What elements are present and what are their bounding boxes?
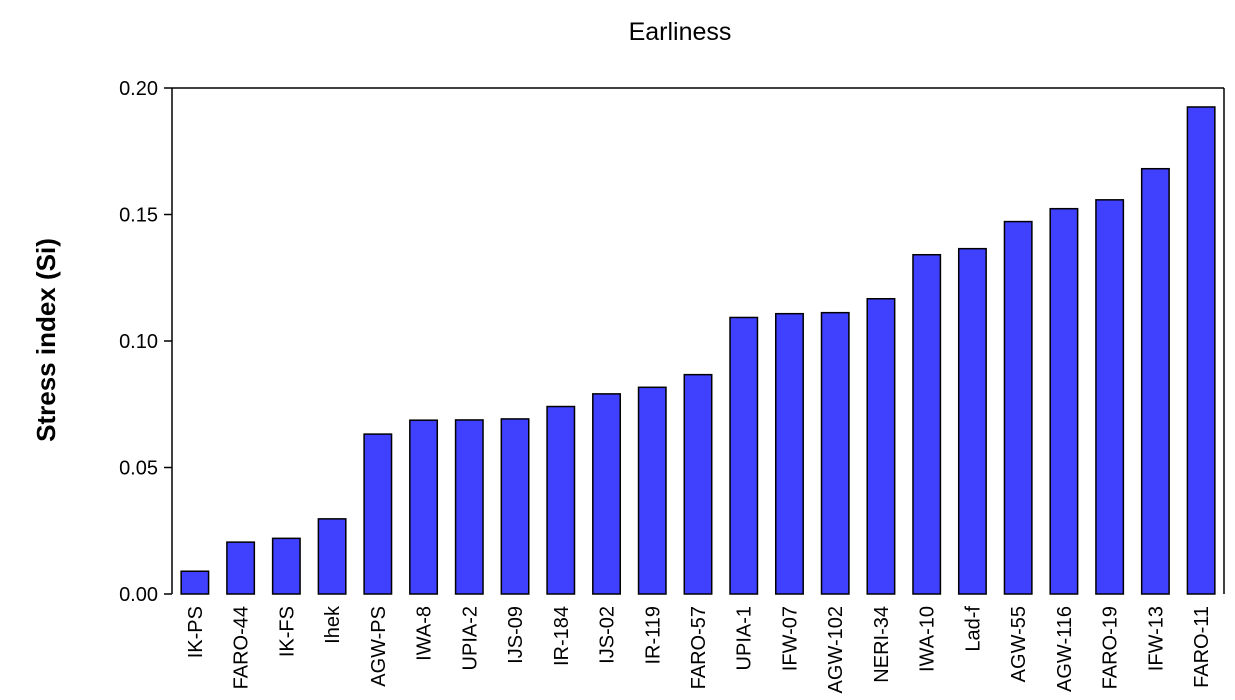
- x-tick-label: IR-119: [642, 606, 664, 665]
- bar-neri-34: [867, 299, 894, 594]
- bar-iwa-10: [913, 255, 940, 594]
- x-tick-label: Lad-f: [962, 606, 984, 652]
- y-tick-label: 0.10: [119, 331, 158, 353]
- plot-area: IK-PS FARO-44 IK-FS Ihek AGW-PS IWA-8 UPIA-2 IJ…: [119, 78, 1224, 693]
- bar-faro-57: [684, 375, 711, 594]
- x-tick-label: IWA-8: [414, 606, 436, 661]
- x-tick-label: IR-184: [551, 606, 573, 666]
- x-tick-label: IK-FS: [276, 606, 298, 657]
- y-tick-label: 0.20: [119, 78, 158, 100]
- x-tick-label: IJS-09: [505, 606, 527, 664]
- x-tick-label: FARO-57: [688, 606, 710, 689]
- x-tick-label: AGW-102: [825, 606, 847, 693]
- x-tick-label: IWA-10: [917, 606, 939, 672]
- x-tick-label: IFW-13: [1145, 606, 1167, 671]
- bar-ik-ps: [181, 571, 208, 594]
- x-tick-label: IJS-02: [597, 606, 619, 664]
- bar-ifw-13: [1142, 169, 1169, 594]
- bar-ijs-02: [593, 394, 620, 594]
- bar-ik-fs: [273, 538, 300, 594]
- bar-agw-ps: [364, 434, 391, 594]
- x-tick-label: UPIA-2: [459, 606, 481, 670]
- x-tick-label: Ihek: [322, 605, 344, 644]
- bar-agw-116: [1050, 209, 1077, 594]
- x-tick-label: NERI-34: [871, 606, 893, 683]
- bar-ir-119: [639, 387, 666, 594]
- bar-ir-184: [547, 407, 574, 594]
- x-tick-label: AGW-116: [1054, 606, 1076, 692]
- bar-faro-11: [1187, 107, 1214, 594]
- x-tick-label: FARO-11: [1191, 606, 1213, 688]
- y-tick-label: 0.00: [119, 584, 158, 606]
- bar-iwa-8: [410, 420, 437, 594]
- x-tick-label: FARO-44: [231, 606, 253, 689]
- bar-faro-19: [1096, 200, 1123, 594]
- bar-faro-44: [227, 542, 254, 594]
- x-tick-label: FARO-19: [1100, 606, 1122, 689]
- bar-ifw-07: [776, 314, 803, 594]
- y-axis-label: Stress index (Si): [31, 238, 61, 442]
- bar-upia-1: [730, 317, 757, 594]
- x-tick-label: AGW-55: [1008, 606, 1030, 682]
- bar-ijs-09: [501, 419, 528, 594]
- x-tick-label: AGW-PS: [368, 606, 390, 687]
- y-tick-label: 0.05: [119, 458, 158, 480]
- x-tick-label: UPIA-1: [734, 606, 756, 670]
- bar-ihek: [318, 519, 345, 594]
- bar-agw-102: [822, 313, 849, 594]
- bar-upia-2: [456, 420, 483, 594]
- x-tick-label: IK-PS: [185, 606, 207, 658]
- bar-agw-55: [1004, 222, 1031, 594]
- y-tick-label: 0.15: [119, 205, 158, 227]
- x-tick-label: IFW-07: [779, 606, 801, 671]
- chart-title: Earliness: [629, 18, 732, 46]
- bar-lad-f: [959, 249, 986, 594]
